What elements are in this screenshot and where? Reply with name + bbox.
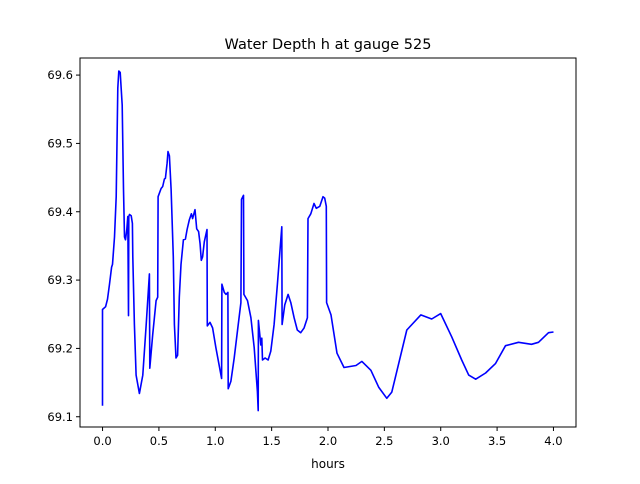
x-tick-label: 1.5 bbox=[262, 434, 280, 448]
y-tick-label: 69.4 bbox=[47, 205, 73, 219]
axes-frame bbox=[79, 57, 577, 428]
x-tick-label: 4.0 bbox=[544, 434, 562, 448]
x-tick-label: 1.0 bbox=[206, 434, 224, 448]
y-tick-label: 69.3 bbox=[47, 273, 73, 287]
chart-title: Water Depth h at gauge 525 bbox=[225, 37, 432, 53]
y-axis-ticks: 69.1 69.2 69.3 69.4 69.5 69.6 bbox=[47, 68, 80, 424]
y-tick-label: 69.2 bbox=[47, 341, 73, 355]
x-tick-label: 2.5 bbox=[375, 434, 393, 448]
x-tick-label: 3.0 bbox=[432, 434, 450, 448]
x-axis-label: hours bbox=[311, 457, 345, 471]
series-layer bbox=[101, 70, 554, 412]
x-axis-ticks: 0.0 0.5 1.0 1.5 2.0 2.5 3.0 3.5 4.0 bbox=[93, 427, 563, 448]
x-tick-label: 0.5 bbox=[150, 434, 168, 448]
series-line-h bbox=[101, 70, 554, 412]
y-tick-label: 69.5 bbox=[47, 136, 73, 150]
x-tick-label: 2.0 bbox=[319, 434, 337, 448]
x-tick-label: 3.5 bbox=[488, 434, 506, 448]
y-tick-label: 69.6 bbox=[47, 68, 73, 82]
x-tick-label: 0.0 bbox=[93, 434, 111, 448]
y-tick-label: 69.1 bbox=[47, 410, 73, 424]
